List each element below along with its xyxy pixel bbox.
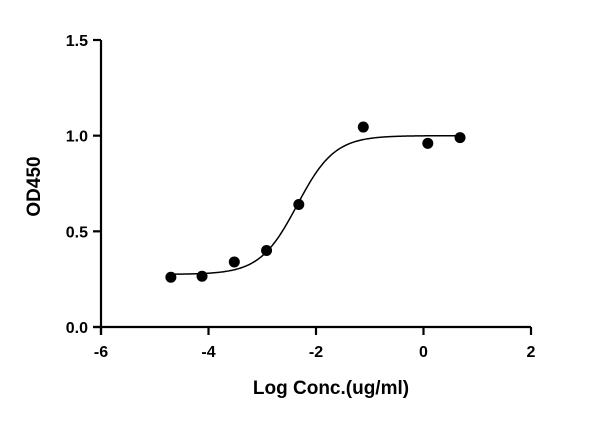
data-points <box>165 121 466 283</box>
x-axis: -6 -4 -2 0 2 <box>93 325 536 361</box>
x-tick-label: -2 <box>309 344 323 361</box>
x-tick-label: 0 <box>419 344 428 361</box>
data-point <box>357 121 369 133</box>
x-tick-label: -6 <box>94 344 108 361</box>
data-point <box>454 132 466 144</box>
data-point <box>165 271 177 283</box>
fit-curve <box>170 134 461 275</box>
x-tick-label: 2 <box>527 344 536 361</box>
data-point <box>293 199 305 211</box>
data-point <box>261 244 273 256</box>
data-point <box>422 137 434 149</box>
y-axis: 0.0 0.5 1.0 1.5 <box>66 33 103 337</box>
data-point <box>196 270 208 282</box>
x-axis-title: Log Conc.(ug/ml) <box>253 378 409 399</box>
y-tick-label: 1.5 <box>66 33 88 50</box>
y-tick-label: 0.0 <box>66 320 88 337</box>
x-tick-label: -4 <box>201 344 215 361</box>
y-tick-label: 1.0 <box>66 129 88 146</box>
y-axis-title: OD450 <box>24 156 45 216</box>
y-tick-label: 0.5 <box>66 224 88 241</box>
data-point <box>228 256 240 268</box>
